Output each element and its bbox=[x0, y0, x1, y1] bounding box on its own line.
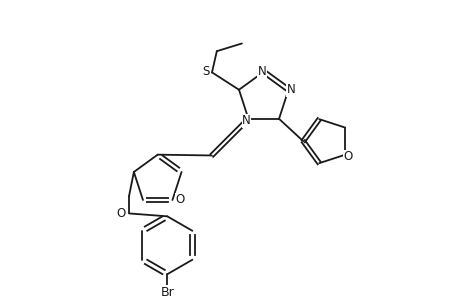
Text: Br: Br bbox=[160, 286, 174, 299]
Text: O: O bbox=[117, 207, 126, 220]
Text: N: N bbox=[241, 114, 250, 127]
Text: O: O bbox=[175, 194, 185, 206]
Text: N: N bbox=[257, 65, 266, 78]
Text: S: S bbox=[202, 65, 209, 78]
Text: O: O bbox=[342, 150, 352, 163]
Text: N: N bbox=[286, 83, 295, 96]
